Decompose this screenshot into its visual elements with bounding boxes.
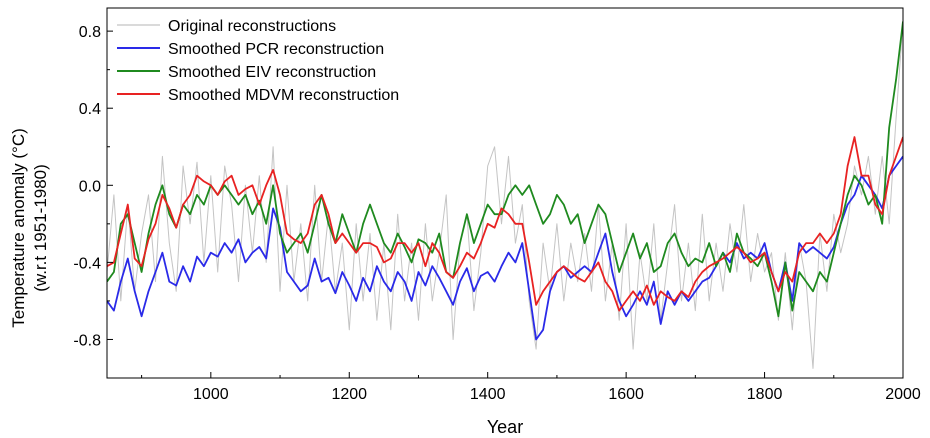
series-line-smoothed-pcr-reconstruction bbox=[107, 155, 903, 341]
x-tick-label: 1200 bbox=[331, 386, 367, 403]
plot-lines bbox=[107, 21, 903, 369]
x-axis-label: Year bbox=[487, 417, 523, 437]
series-line-original-reconstructions bbox=[107, 21, 903, 369]
legend: Original reconstructions Smoothed PCR rec… bbox=[117, 18, 399, 104]
series-line-smoothed-eiv-reconstruction bbox=[107, 21, 903, 318]
legend-label: Smoothed EIV reconstruction bbox=[168, 64, 376, 81]
x-tick-label: 2000 bbox=[885, 386, 921, 403]
series-line-smoothed-mdvm-reconstruction bbox=[107, 136, 903, 312]
y-axis-label-line1: Temperature anomaly (°C) bbox=[9, 128, 28, 328]
legend-label: Smoothed PCR reconstruction bbox=[168, 41, 384, 58]
y-axis-ticks: -0.8 -0.4 0.0 0.4 0.8 bbox=[73, 24, 113, 349]
legend-label: Smoothed MDVM reconstruction bbox=[168, 87, 399, 104]
x-axis-ticks: 1000 1200 1400 1600 1800 2000 bbox=[141, 372, 921, 403]
y-tick-label: -0.4 bbox=[73, 255, 101, 272]
legend-label: Original reconstructions bbox=[168, 18, 336, 35]
y-tick-label: 0.8 bbox=[79, 24, 101, 41]
x-tick-label: 1600 bbox=[608, 386, 644, 403]
y-tick-label: -0.8 bbox=[73, 332, 101, 349]
y-tick-label: 0.0 bbox=[79, 178, 101, 195]
x-tick-label: 1000 bbox=[193, 386, 229, 403]
plot-frame bbox=[106, 7, 904, 379]
y-tick-label: 0.4 bbox=[79, 101, 101, 118]
x-tick-label: 1400 bbox=[470, 386, 506, 403]
y-axis-label-line2: (w.r.t 1951-1980) bbox=[31, 164, 50, 292]
x-tick-label: 1800 bbox=[747, 386, 783, 403]
